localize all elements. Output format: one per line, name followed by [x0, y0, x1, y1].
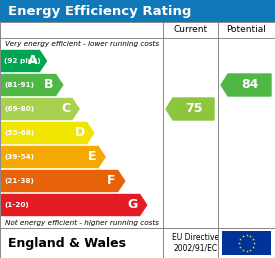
Text: Potential: Potential: [227, 26, 266, 35]
Text: (69-80): (69-80): [4, 106, 35, 112]
Text: (55-68): (55-68): [4, 130, 35, 136]
Text: England & Wales: England & Wales: [8, 237, 126, 249]
Text: EU Directive
2002/91/EC: EU Directive 2002/91/EC: [172, 233, 219, 253]
Text: C: C: [61, 102, 70, 116]
Text: Energy Efficiency Rating: Energy Efficiency Rating: [8, 4, 191, 18]
Text: Very energy efficient - lower running costs: Very energy efficient - lower running co…: [5, 41, 159, 46]
Polygon shape: [1, 99, 79, 119]
Polygon shape: [1, 51, 46, 71]
Text: Current: Current: [174, 26, 208, 35]
Text: (21-38): (21-38): [4, 178, 34, 184]
Text: 75: 75: [185, 102, 202, 116]
Text: (39-54): (39-54): [4, 154, 34, 160]
Text: D: D: [75, 126, 85, 140]
Text: 84: 84: [241, 78, 258, 92]
Text: G: G: [127, 198, 138, 212]
Bar: [222, 231, 271, 255]
Polygon shape: [221, 74, 271, 96]
Bar: [0, 0, 275, 22]
Text: E: E: [88, 150, 96, 164]
Polygon shape: [1, 171, 125, 191]
Polygon shape: [166, 98, 214, 120]
Polygon shape: [1, 147, 105, 167]
Bar: [0, 228, 275, 258]
Text: (1-20): (1-20): [4, 202, 29, 208]
Text: (81-91): (81-91): [4, 82, 34, 88]
Text: A: A: [28, 54, 37, 68]
Bar: [0, 22, 275, 228]
Polygon shape: [1, 123, 94, 143]
Text: B: B: [44, 78, 54, 92]
Text: F: F: [107, 174, 116, 188]
Polygon shape: [1, 75, 63, 95]
Text: (92 plus): (92 plus): [4, 58, 41, 64]
Text: Not energy efficient - higher running costs: Not energy efficient - higher running co…: [5, 220, 159, 225]
Polygon shape: [1, 195, 147, 215]
